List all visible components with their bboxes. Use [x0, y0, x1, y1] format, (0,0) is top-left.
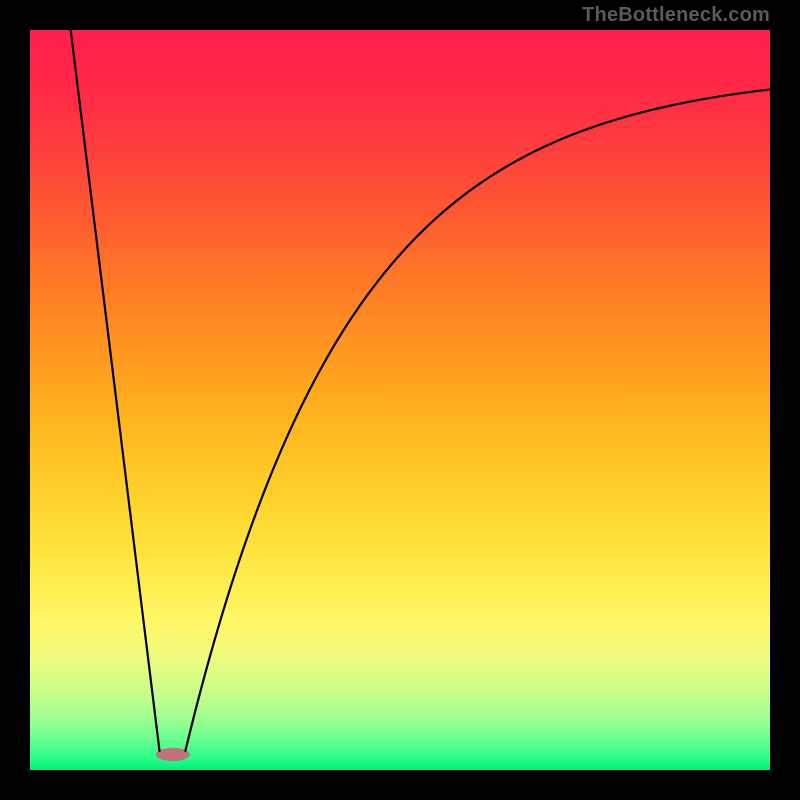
heat-gradient-background — [30, 30, 770, 770]
bottleneck-curve-chart — [30, 30, 770, 770]
attribution-label: TheBottleneck.com — [582, 4, 770, 27]
chart-frame: TheBottleneck.com — [0, 0, 800, 800]
